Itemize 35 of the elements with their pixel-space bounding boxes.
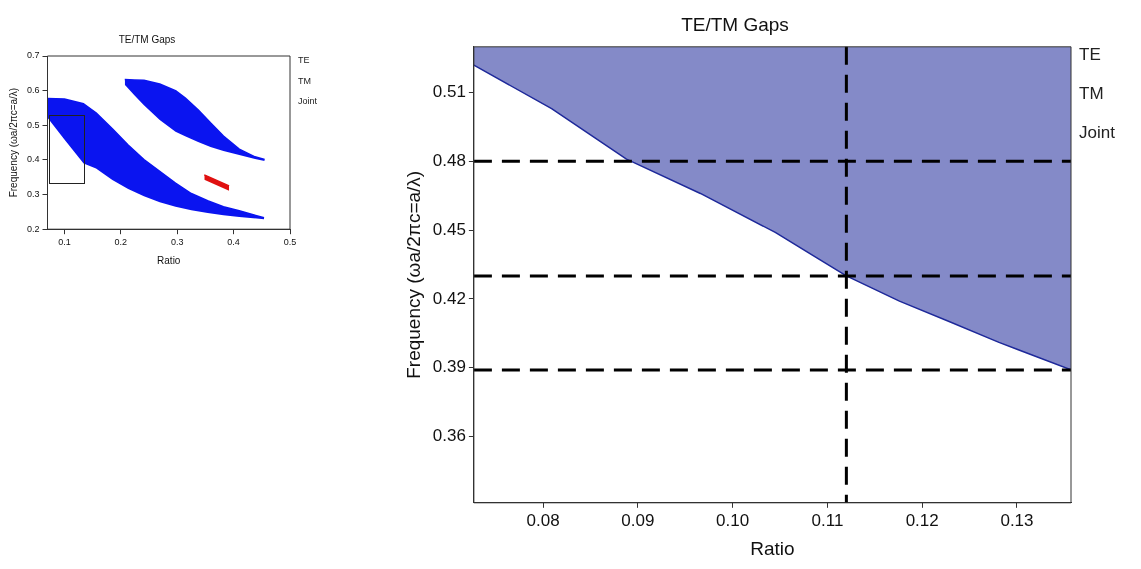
text: TM xyxy=(1079,84,1104,104)
y-tick-label: 0.5 xyxy=(27,119,40,130)
x-tick-label: 0.1 xyxy=(58,237,71,248)
x-tick-label: 0.11 xyxy=(811,510,844,530)
y-tick-label: 0.6 xyxy=(27,85,40,96)
y-axis-title: Frequency (ωa/2πc=a/λ) xyxy=(402,170,424,379)
x-tick-label: 0.09 xyxy=(621,510,655,530)
x-axis-title: Ratio xyxy=(750,537,795,559)
chart-title: TE/TM Gaps xyxy=(681,13,789,35)
y-tick-label: 0.4 xyxy=(27,154,40,165)
x-tick-label: 0.10 xyxy=(716,510,750,530)
x-tick-label: 0.12 xyxy=(905,510,939,530)
x-tick-label: 0.13 xyxy=(1000,510,1034,530)
y-tick-label: 0.36 xyxy=(432,426,466,446)
x-tick-label: 0.4 xyxy=(227,237,240,248)
text: Joint xyxy=(1079,123,1116,143)
text: Joint xyxy=(298,96,318,107)
chart-title: TE/TM Gaps xyxy=(118,33,176,45)
text: TM xyxy=(298,75,311,86)
x-tick-label: 0.08 xyxy=(526,510,560,530)
y-tick-label: 0.51 xyxy=(432,82,466,102)
text: TE xyxy=(1079,44,1101,64)
y-tick-label: 0.42 xyxy=(432,288,466,308)
y-tick-label: 0.2 xyxy=(27,223,40,234)
text: TE xyxy=(298,54,310,65)
y-tick-label: 0.45 xyxy=(432,219,466,239)
y-tick-label: 0.48 xyxy=(432,151,466,171)
x-tick-label: 0.3 xyxy=(170,237,184,248)
y-tick-label: 0.7 xyxy=(27,50,40,61)
x-tick-label: 0.2 xyxy=(114,237,128,248)
x-axis-title: Ratio xyxy=(157,254,181,266)
y-tick-label: 0.3 xyxy=(27,189,40,200)
y-axis-title: Frequency (ωa/2πc=a/λ) xyxy=(7,87,19,198)
y-tick-label: 0.39 xyxy=(432,357,466,377)
x-tick-label: 0.5 xyxy=(283,237,297,248)
